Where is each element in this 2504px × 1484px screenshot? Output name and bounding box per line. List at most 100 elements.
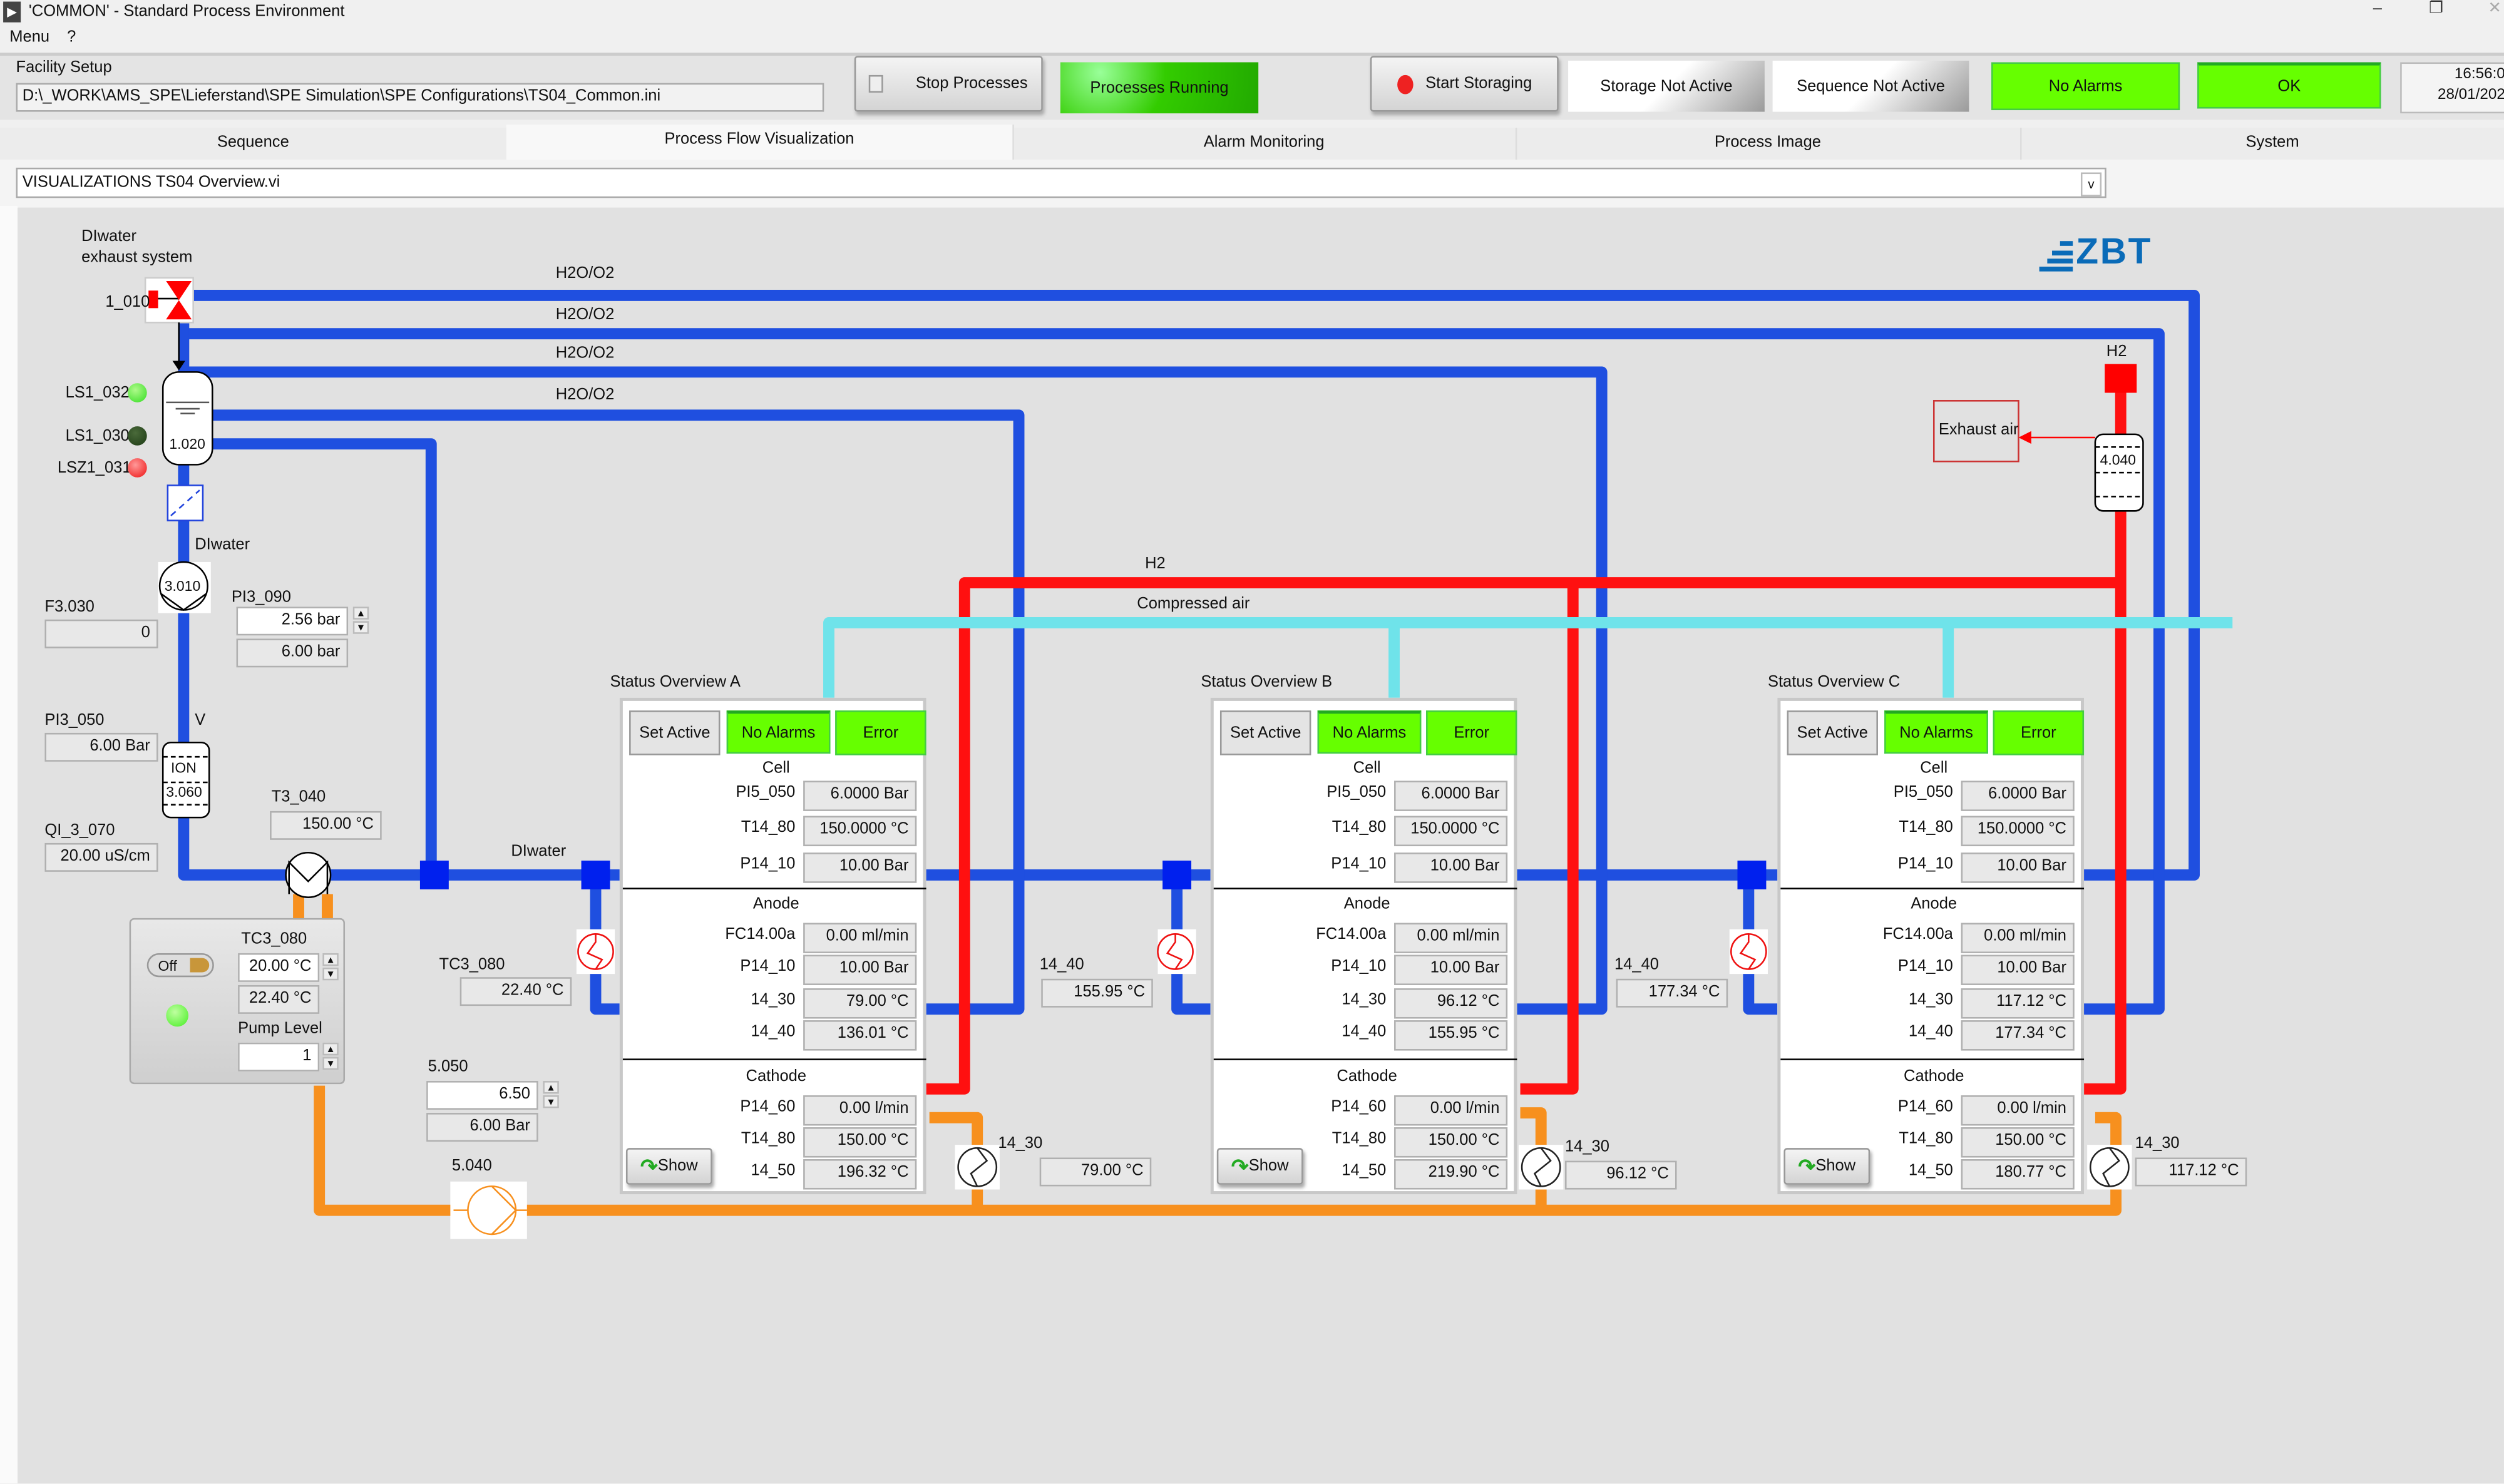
row-label: 14_40 [1342, 1023, 1387, 1041]
row-label: 14_40 [751, 1023, 796, 1041]
row-value: 150.0000 °C [1961, 816, 2075, 847]
minimize-button[interactable]: – [2373, 0, 2382, 18]
set-active-button[interactable]: Set Active [1219, 710, 1311, 755]
tank-1020-label: 1.020 [169, 436, 205, 452]
side-14-30-label: 14_30 [998, 1135, 1043, 1153]
pipe-label-h2o-o2: H2O/O2 [555, 265, 615, 283]
vi-selector[interactable]: VISUALIZATIONS TS04 Overview.vi v [16, 167, 2106, 198]
vi-selector-value: VISUALIZATIONS TS04 Overview.vi [22, 174, 280, 192]
tab-process-flow-visualization[interactable]: Process Flow Visualization [506, 124, 1014, 160]
menu-item-menu[interactable]: Menu [9, 28, 50, 46]
led-label-ls1-032: LS1_032 [65, 384, 130, 402]
row-value: 0.00 l/min [1394, 1095, 1508, 1126]
tc3-080-setpoint-input[interactable]: 20.00 °C [238, 953, 320, 982]
toolbar: Facility Setup D:\_WORK\AMS_SPE\Lieferst… [0, 56, 2504, 120]
qi-3-070-value: 20.00 uS/cm [44, 842, 158, 872]
section-heading-cell: Cell [762, 760, 790, 778]
restore-button[interactable]: ❐ [2429, 0, 2443, 18]
increment-button[interactable]: ▲ [352, 606, 369, 620]
side-14-40-label: 14_40 [1039, 956, 1084, 975]
decrement-button[interactable]: ▼ [322, 1057, 339, 1070]
t3-040-value: 150.00 °C [270, 811, 382, 840]
side-14-40-value: 155.95 °C [1041, 978, 1153, 1008]
row-label: PI5_050 [1326, 784, 1387, 802]
p5-050-label: 5.050 [428, 1058, 468, 1077]
pi3-090-label: PI3_090 [231, 589, 291, 607]
show-label: Show [1248, 1157, 1289, 1175]
side-14-40-label: 14_40 [1614, 956, 1660, 975]
row-value: 155.95 °C [1394, 1020, 1508, 1051]
show-button[interactable]: ↷ Show [1783, 1148, 1870, 1185]
pi3-090-setpoint-input[interactable]: 2.56 bar [236, 606, 349, 636]
increment-button[interactable]: ▲ [543, 1081, 559, 1094]
row-label: 14_50 [1908, 1162, 1953, 1180]
tab-process-image[interactable]: Process Image [1516, 128, 2022, 160]
increment-button[interactable]: ▲ [322, 1042, 339, 1056]
toggle-knob-icon [190, 958, 210, 973]
green-arrow-icon: ↷ [1798, 1154, 1816, 1178]
title-bar: ▶ 'COMMON' - Standard Process Environmen… [0, 0, 2504, 26]
chiller-control: Off TC3_080 20.00 °C ▲ ▼ 22.40 °C Pump L… [129, 918, 346, 1085]
row-label: T14_80 [1899, 1130, 1953, 1149]
start-storaging-button[interactable]: Start Storaging [1370, 56, 1559, 112]
row-label: P14_10 [740, 856, 796, 874]
qi-3-070-label: QI_3_070 [44, 822, 115, 840]
alarm-indicator: No Alarms [1884, 710, 1988, 754]
row-value: 10.00 Bar [803, 954, 917, 985]
p5-050-setpoint-input[interactable]: 6.50 [426, 1081, 538, 1110]
chiller-switch[interactable]: Off [146, 953, 214, 978]
pipe-label-h2o-o2: H2O/O2 [555, 386, 615, 404]
row-label: P14_10 [1331, 856, 1387, 874]
row-value: 150.0000 °C [803, 816, 917, 847]
pipe-label-h2: H2 [1145, 555, 1166, 573]
set-active-button[interactable]: Set Active [629, 710, 721, 755]
row-value: 0.00 l/min [1961, 1095, 2075, 1126]
record-icon [1397, 74, 1413, 94]
show-button[interactable]: ↷ Show [625, 1148, 712, 1185]
clock: 16:56:04 28/01/2026 [2400, 62, 2504, 114]
chevron-down-icon[interactable]: v [2080, 172, 2102, 197]
pipe-label-h2o-o2: H2O/O2 [555, 345, 615, 363]
row-label: FC14.00a [1882, 926, 1953, 944]
tab-alarm-monitoring[interactable]: Alarm Monitoring [1012, 128, 1517, 160]
side-14-30-label: 14_30 [1564, 1138, 1609, 1156]
decrement-button[interactable]: ▼ [352, 621, 369, 634]
zbt-logo-text: ZBT [2076, 230, 2153, 272]
decrement-button[interactable]: ▼ [322, 967, 339, 981]
exhaust-air-label: Exhaust air [1938, 421, 2019, 439]
valve-icon[interactable] [144, 277, 194, 324]
pipe-label-compressed-air: Compressed air [1137, 595, 1250, 613]
stop-processes-button[interactable]: Stop Processes [854, 56, 1043, 112]
set-active-button[interactable]: Set Active [1787, 710, 1878, 755]
show-button[interactable]: ↷ Show [1216, 1148, 1303, 1185]
facility-path-field[interactable]: D:\_WORK\AMS_SPE\Lieferstand\SPE Simulat… [16, 83, 824, 112]
tc3-080-label: TC3_080 [241, 931, 307, 949]
increment-button[interactable]: ▲ [322, 953, 339, 966]
show-label: Show [657, 1157, 698, 1175]
section-heading-cell: Cell [1920, 760, 1948, 778]
decrement-button[interactable]: ▼ [543, 1095, 559, 1108]
row-value: 150.00 °C [1394, 1127, 1508, 1158]
tc3-080-display-label: TC3_080 [439, 956, 505, 975]
pipe-label-h2o-o2: H2O/O2 [555, 306, 615, 324]
close-button[interactable]: ✕ [2488, 0, 2501, 18]
tab-system[interactable]: System [2020, 128, 2504, 160]
clock-time: 16:56:04 [2454, 65, 2504, 83]
pump-level-input[interactable]: 1 [238, 1042, 320, 1072]
level-switch-led [128, 383, 147, 402]
junction-icon [419, 860, 449, 889]
filter-icon [167, 484, 204, 521]
row-label: FC14.00a [725, 926, 796, 944]
separator-icon [2094, 433, 2144, 512]
green-arrow-icon: ↷ [640, 1154, 658, 1178]
processes-running-indicator: Processes Running [1060, 62, 1259, 114]
side-14-30-value: 79.00 °C [1039, 1157, 1152, 1187]
facility-setup-label: Facility Setup [16, 59, 112, 77]
menu-item-help[interactable]: ? [67, 28, 76, 46]
tc3-080-value: 22.40 °C [238, 985, 320, 1014]
status-overview-panel: Set Active No Alarms Error Cell PI5_050 6.000… [1777, 697, 2085, 1195]
ion-id-label: 3.060 [166, 784, 202, 801]
led-label-lsz1-031: LSZ1_031 [57, 459, 131, 478]
row-label: 14_50 [1342, 1162, 1387, 1180]
